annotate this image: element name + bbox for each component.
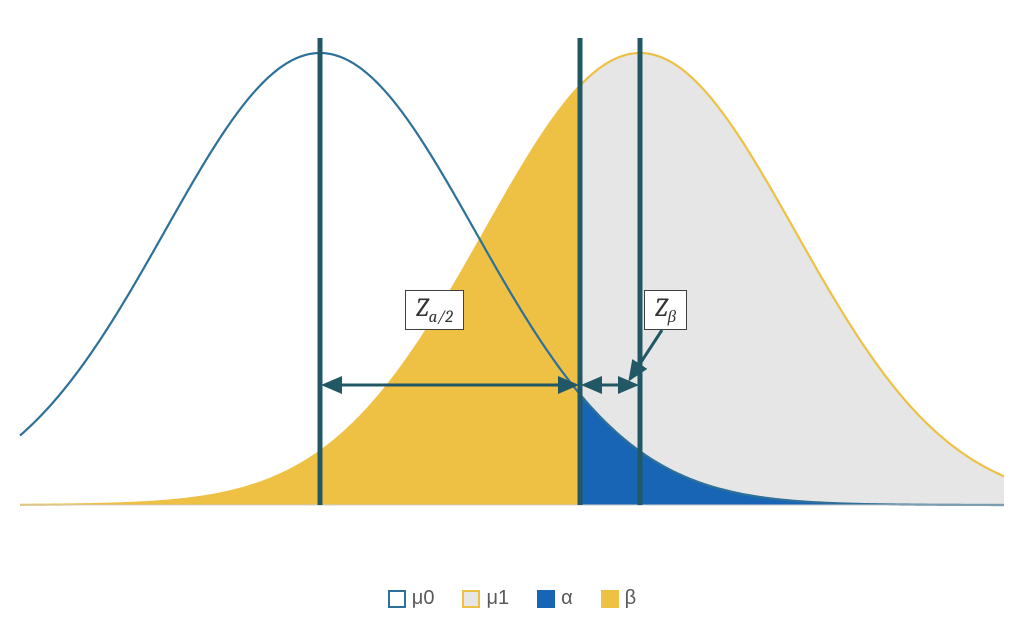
legend-label: μ1 — [486, 587, 509, 610]
swatch-mu0 — [388, 590, 406, 608]
legend-item-beta: β — [601, 587, 637, 610]
legend-item-mu0: μ0 — [388, 587, 435, 610]
legend-item-mu1: μ1 — [462, 587, 509, 610]
swatch-beta — [601, 590, 619, 608]
swatch-mu1 — [462, 590, 480, 608]
legend-label: β — [625, 587, 637, 610]
label-z-beta: Zβ — [644, 290, 687, 330]
legend: μ0 μ1 α β — [0, 587, 1024, 610]
swatch-alpha — [537, 590, 555, 608]
legend-item-alpha: α — [537, 587, 573, 610]
legend-label: α — [561, 587, 573, 610]
distribution-diagram — [0, 0, 1024, 560]
legend-label: μ0 — [412, 587, 435, 610]
label-z-alpha-half: Za/2 — [405, 290, 464, 330]
